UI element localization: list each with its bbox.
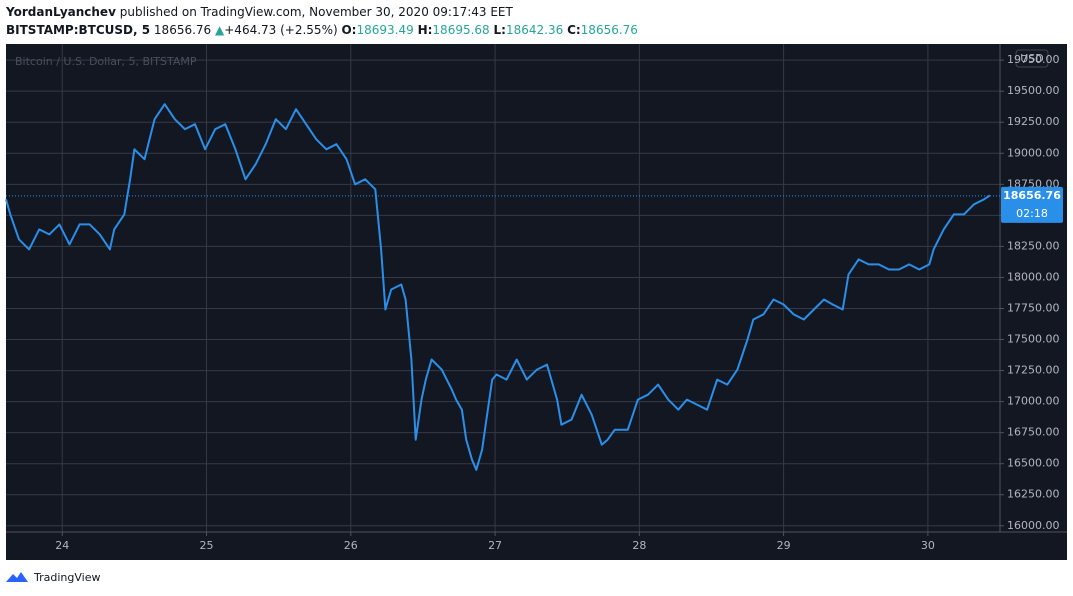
h-value: 18695.68 xyxy=(432,23,489,37)
y-tick-label: 17750.00 xyxy=(1007,301,1060,314)
price: 18656.76 xyxy=(154,23,211,37)
change: +464.73 (+2.55%) xyxy=(224,23,337,37)
y-tick-label: 16250.00 xyxy=(1007,488,1060,501)
currency: USD xyxy=(1020,52,1044,65)
logo-icon xyxy=(6,572,28,582)
x-tick-label: 24 xyxy=(55,539,69,552)
o-value: 18693.49 xyxy=(356,23,413,37)
y-tick-label: 19750.00 xyxy=(1007,53,1060,66)
c-value: 18656.76 xyxy=(581,23,638,37)
y-tick-label: 19500.00 xyxy=(1007,84,1060,97)
grid xyxy=(6,44,1004,536)
publisher: YordanLyanchev xyxy=(5,5,116,19)
x-tick-label: 25 xyxy=(200,539,214,552)
countdown: 02:18 xyxy=(1016,207,1048,220)
y-tick-label: 19250.00 xyxy=(1007,115,1060,128)
currency-box xyxy=(1015,49,1049,68)
arrow: ▲ xyxy=(215,23,225,37)
c-label: C: xyxy=(567,23,581,37)
y-tick-label: 19000.00 xyxy=(1007,146,1060,159)
quote-line: BITSTAMP:BTCUSD, 5 18656.76 ▲+464.73 (+2… xyxy=(6,23,638,37)
x-tick-label: 28 xyxy=(632,539,646,552)
price-tag-label: 18656.76 xyxy=(1003,189,1061,202)
y-tick-label: 17000.00 xyxy=(1007,395,1060,408)
watermark: Bitcoin / U.S. Dollar, 5, BITSTAMP xyxy=(15,55,197,68)
x-tick-label: 30 xyxy=(921,539,935,552)
o-label: O: xyxy=(341,23,356,37)
y-tick-label: 17500.00 xyxy=(1007,333,1060,346)
logo xyxy=(6,572,28,582)
plot xyxy=(5,103,1000,471)
y-tick-label: 18000.00 xyxy=(1007,270,1060,283)
y-tick-label: 18250.00 xyxy=(1007,239,1060,252)
chart-panel xyxy=(6,44,1067,560)
price-tag xyxy=(1001,186,1063,223)
published-text: published on TradingView.com, November 3… xyxy=(120,5,514,19)
h-label: H: xyxy=(418,23,433,37)
y-tick-label: 16000.00 xyxy=(1007,519,1060,532)
symbol: BITSTAMP:BTCUSD, 5 xyxy=(6,23,150,37)
y-tick-label: 16500.00 xyxy=(1007,457,1060,470)
y-tick-label: 16750.00 xyxy=(1007,426,1060,439)
x-tick-label: 27 xyxy=(488,539,502,552)
l-label: L: xyxy=(494,23,506,37)
x-tick-label: 29 xyxy=(777,539,791,552)
y-tick-label: 17250.00 xyxy=(1007,364,1060,377)
l-value: 18642.36 xyxy=(506,23,563,37)
price-line xyxy=(5,103,991,471)
brand: TradingView xyxy=(33,571,100,584)
x-tick-label: 26 xyxy=(344,539,358,552)
publish-line: YordanLyanchev published on TradingView.… xyxy=(5,5,514,19)
